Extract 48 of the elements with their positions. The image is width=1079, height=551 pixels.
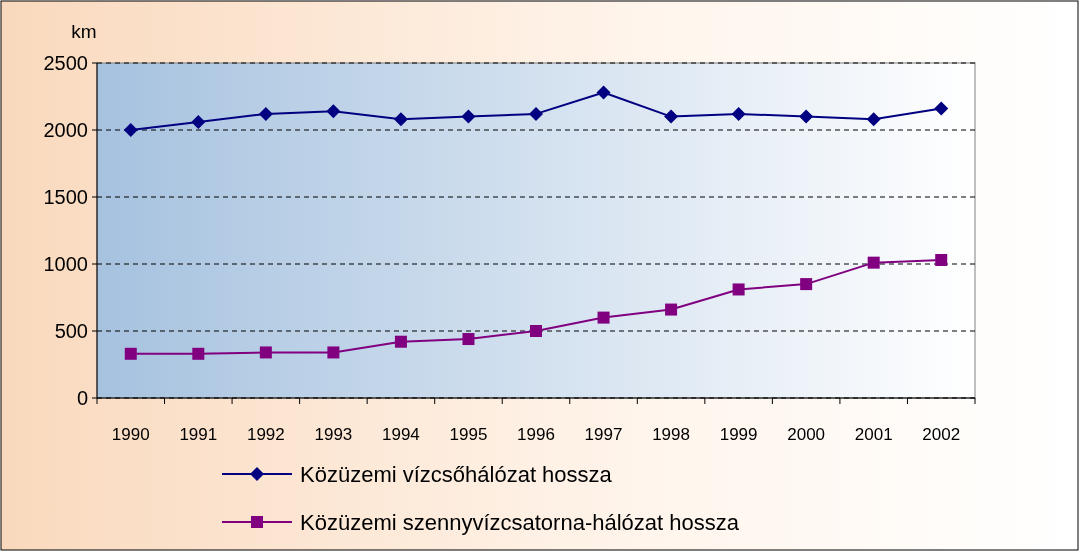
point bbox=[529, 106, 543, 121]
x-tick-label: 1994 bbox=[382, 425, 420, 444]
point bbox=[664, 109, 679, 124]
legend-label: Közüzemi vízcsőhálózat hossza bbox=[300, 461, 613, 487]
y-tick-label: 1500 bbox=[43, 186, 88, 208]
x-tick-label: 2002 bbox=[922, 425, 961, 444]
point bbox=[866, 112, 881, 127]
point bbox=[934, 101, 949, 116]
point bbox=[123, 123, 138, 137]
x-tick-label: 1996 bbox=[517, 425, 555, 444]
point bbox=[731, 106, 746, 121]
y-axis-title: km bbox=[71, 21, 97, 42]
point bbox=[191, 114, 206, 129]
point bbox=[596, 85, 611, 100]
point bbox=[935, 253, 948, 266]
point bbox=[732, 283, 745, 296]
point bbox=[259, 346, 272, 359]
x-tick-label: 2000 bbox=[787, 425, 826, 444]
x-tick-label: 1999 bbox=[719, 425, 758, 444]
legend-label: Közüzemi szennyvízcsatorna-hálózat hossza bbox=[300, 509, 740, 535]
x-tick-label: 1993 bbox=[314, 425, 353, 444]
y-tick-label: 2000 bbox=[43, 119, 88, 141]
point bbox=[258, 106, 273, 121]
point bbox=[530, 325, 542, 337]
x-tick-label: 1990 bbox=[111, 425, 150, 444]
point bbox=[800, 278, 813, 291]
point bbox=[326, 104, 341, 119]
point bbox=[192, 347, 205, 360]
point bbox=[867, 256, 880, 269]
point bbox=[327, 346, 340, 359]
point bbox=[462, 333, 475, 346]
point bbox=[393, 112, 408, 127]
x-tick-label: 1997 bbox=[584, 425, 623, 444]
point bbox=[799, 109, 814, 124]
y-tick-label: 2500 bbox=[43, 52, 88, 74]
point bbox=[597, 311, 610, 324]
y-tick-label: 0 bbox=[76, 387, 88, 409]
x-tick-label: 1991 bbox=[179, 425, 218, 444]
x-tick-label: 1998 bbox=[652, 425, 690, 444]
x-tick-label: 2001 bbox=[854, 425, 893, 444]
y-tick-label: 500 bbox=[54, 320, 88, 342]
point bbox=[394, 335, 407, 348]
point bbox=[124, 347, 137, 360]
point bbox=[665, 303, 678, 316]
x-tick-label: 1995 bbox=[449, 425, 488, 444]
x-tick-label: 1992 bbox=[246, 425, 285, 444]
y-tick-label: 1000 bbox=[43, 253, 88, 275]
point bbox=[461, 109, 476, 124]
